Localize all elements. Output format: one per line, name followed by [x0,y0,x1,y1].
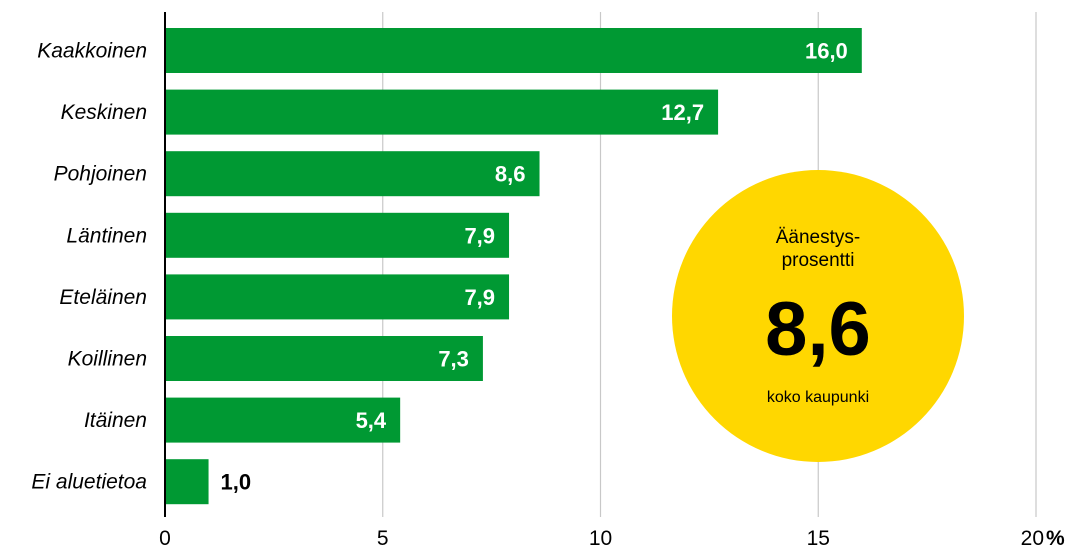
category-label: Eteläinen [59,286,147,309]
category-label: Keskinen [61,101,147,124]
bar [165,28,862,73]
bar [165,336,483,381]
x-tick-label: 20 [1021,527,1044,548]
category-label: Ei aluetietoa [31,471,147,494]
callout-circle [672,170,964,462]
value-label: 7,9 [464,285,495,310]
callout-caption: koko kaupunki [767,389,869,406]
value-label: 16,0 [805,39,848,64]
x-tick-label: 5 [377,527,389,548]
value-label: 1,0 [221,470,252,495]
value-label: 8,6 [495,162,526,187]
value-label: 7,3 [438,347,469,372]
callout-title-line1: Äänestys- [776,227,860,248]
category-label: Koillinen [68,348,147,371]
category-label: Läntinen [66,224,147,247]
turnout-callout: Äänestys- prosentti 8,6 koko kaupunki [672,170,964,462]
category-label: Pohjoinen [54,163,147,186]
value-labels: 16,0 12,7 8,6 7,9 7,9 7,3 5,4 1,0 [221,39,848,495]
value-label: 12,7 [661,100,704,125]
bars [165,28,862,505]
value-label: 5,4 [356,408,387,433]
bar [165,89,719,135]
callout-value: 8,6 [765,287,871,372]
bar [165,151,540,197]
x-tick-label: 10 [589,527,612,548]
callout-title-line2: prosentti [782,250,855,271]
bar [165,212,510,258]
value-label: 7,9 [464,223,495,248]
x-tick-label: 15 [807,527,830,548]
category-labels: Kaakkoinen Keskinen Pohjoinen Läntinen Etelä… [31,40,147,494]
x-axis-unit-label: % [1046,527,1065,548]
bar [165,397,401,443]
x-tick-label: 0 [159,527,171,548]
bar [165,459,209,505]
bar [165,274,510,320]
category-label: Itäinen [84,409,147,432]
category-label: Kaakkoinen [37,40,147,63]
x-axis-tick-labels: 0 5 10 15 20 [159,527,1044,548]
